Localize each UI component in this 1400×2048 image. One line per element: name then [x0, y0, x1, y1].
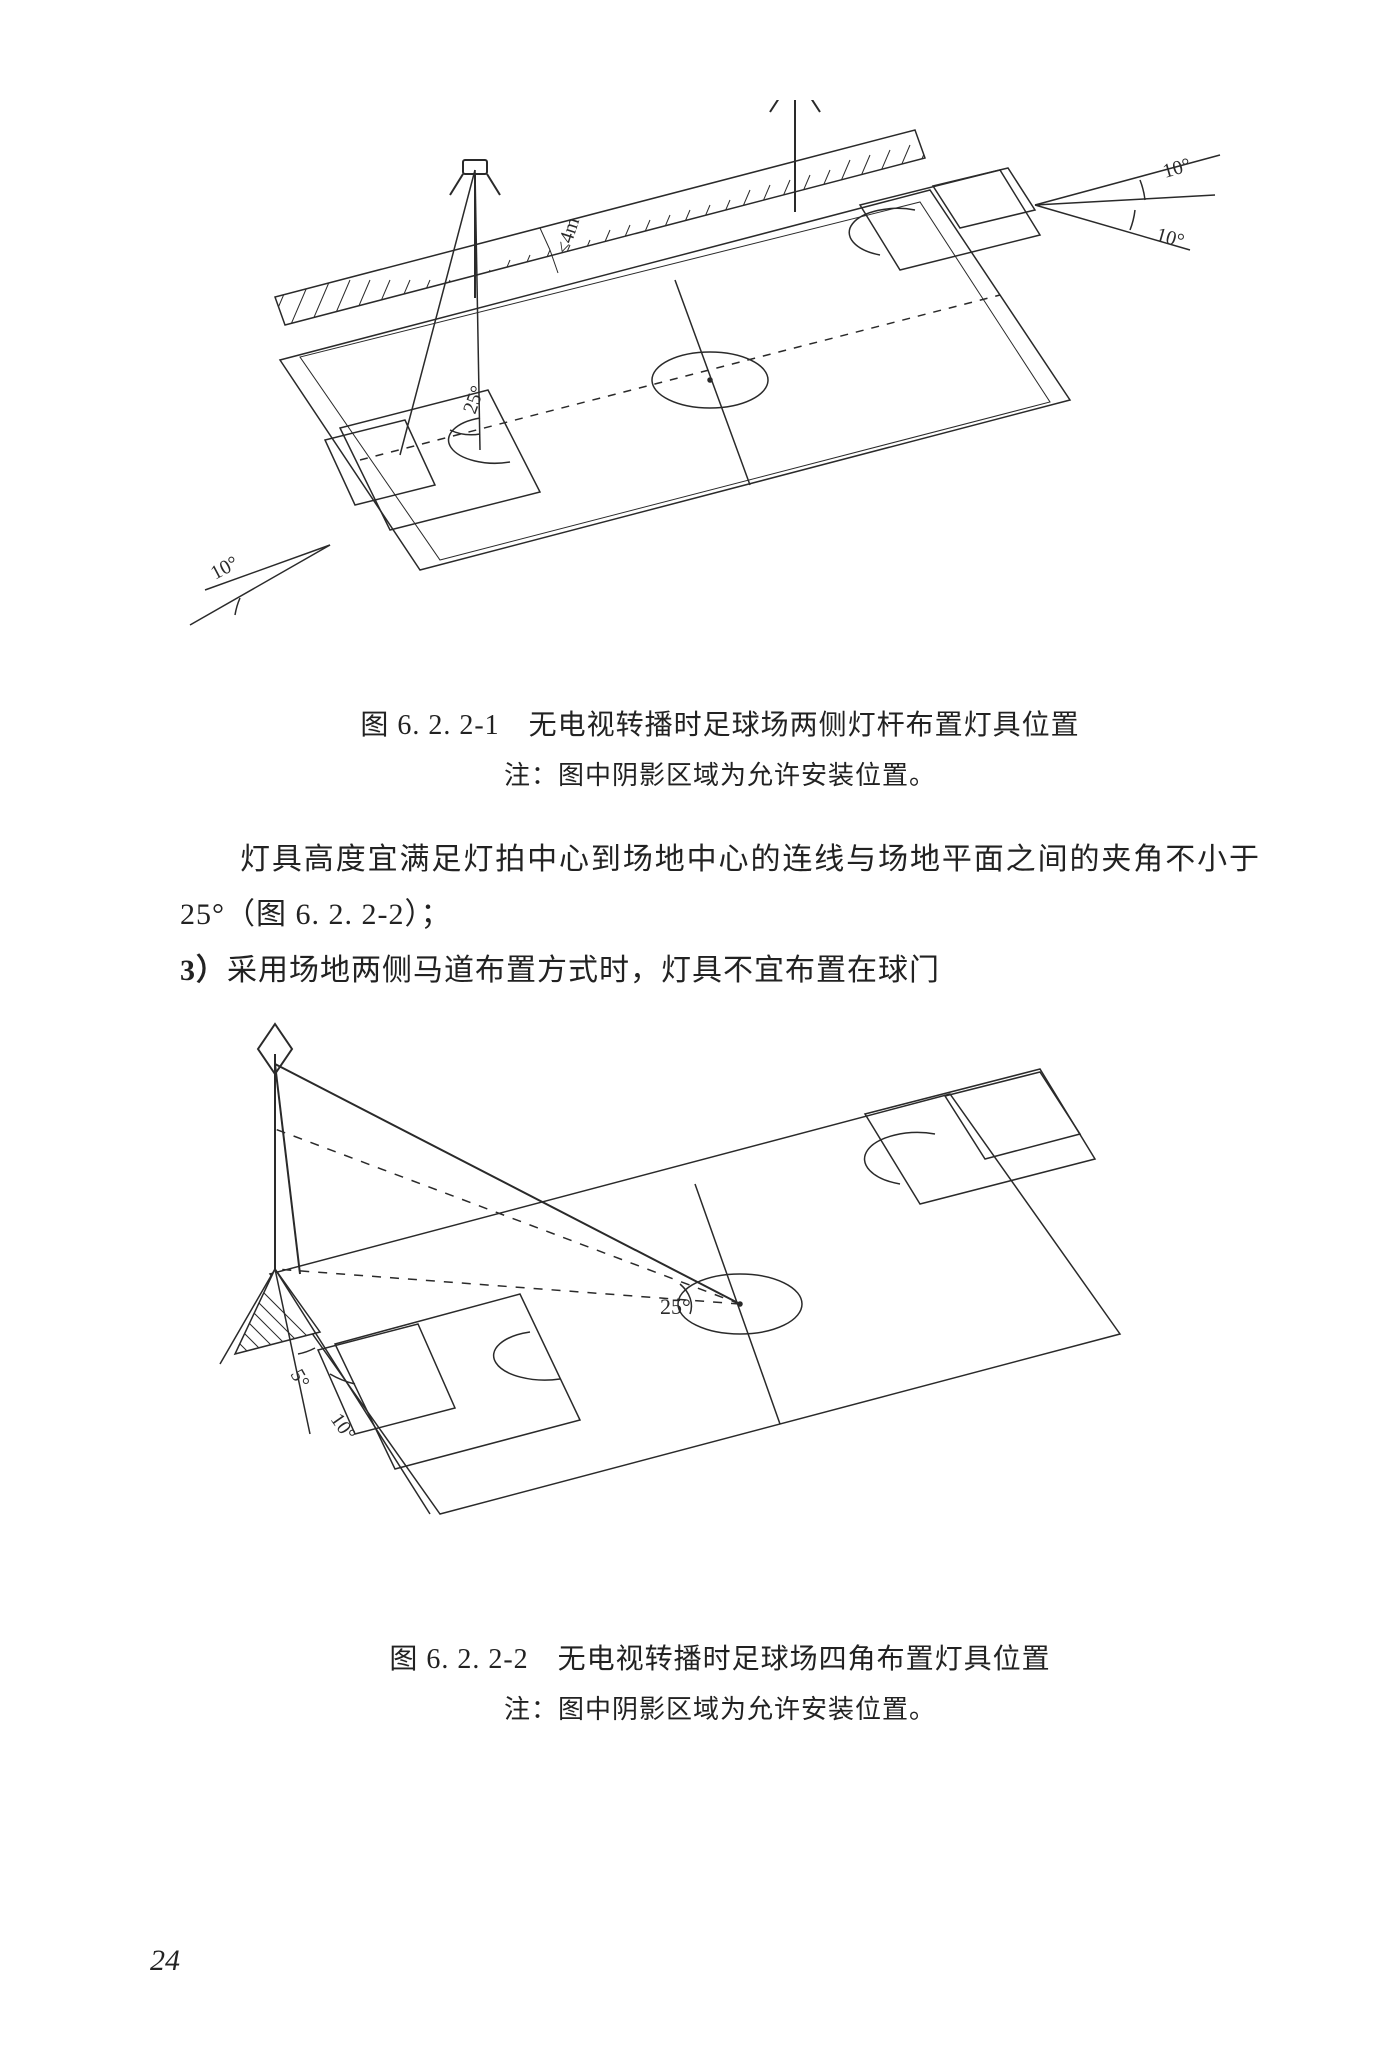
paragraph-3: 3）采用场地两侧马道布置方式时，灯具不宜布置在球门: [180, 943, 1260, 999]
page: <4m 25° 10° 10° 10° 图 6. 2. 2-1 无电视转播时足球…: [0, 0, 1400, 2048]
paragraph-1: 灯具高度宜满足灯拍中心到场地中心的连线与场地平面之间的夹角不小于 25°（图 6…: [180, 832, 1260, 943]
figure-2: 25°: [180, 1014, 1260, 1634]
figure-1: <4m 25° 10° 10° 10°: [180, 100, 1260, 700]
fig1-label-10-right-a: 10°: [1160, 154, 1193, 183]
fig2-label-10: 10°: [326, 1410, 360, 1446]
figure-2-caption: 图 6. 2. 2-2 无电视转播时足球场四角布置灯具位置: [180, 1636, 1260, 1684]
fig1-label-10-left: 10°: [207, 552, 242, 585]
para3-text: 采用场地两侧马道布置方式时，灯具不宜布置在球门: [227, 954, 940, 987]
fig1-label-10-right-b: 10°: [1154, 224, 1187, 253]
page-number: 24: [150, 1944, 180, 1978]
fig1-label-25: 25°: [459, 383, 489, 417]
fig2-label-5: 5°: [286, 1366, 314, 1393]
para3-number: 3）: [180, 954, 227, 987]
fig2-label-25: 25°: [660, 1294, 691, 1319]
fig1-label-margin: <4m: [552, 214, 584, 256]
figure-1-note: 注：图中阴影区域为允许安装位置。: [180, 754, 1260, 798]
figure-1-caption: 图 6. 2. 2-1 无电视转播时足球场两侧灯杆布置灯具位置: [180, 702, 1260, 750]
figure-2-note: 注：图中阴影区域为允许安装位置。: [180, 1688, 1260, 1732]
